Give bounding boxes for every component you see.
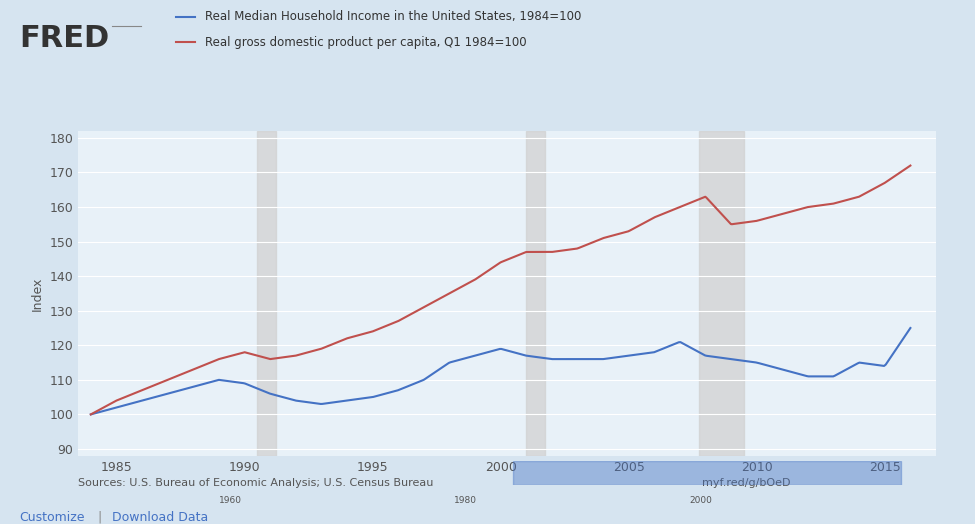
Text: Download Data: Download Data [112,511,209,523]
Text: myf.red/g/bOeD: myf.red/g/bOeD [702,478,791,488]
Bar [526,131,545,456]
Y-axis label: Index: Index [30,276,44,311]
Text: Real gross domestic product per capita, Q1 1984=100: Real gross domestic product per capita, … [205,36,526,49]
Bar [257,131,277,456]
Bar [513,461,901,485]
Text: Customize: Customize [20,511,85,523]
Bar [699,131,744,456]
Text: Real Median Household Income in the United States, 1984=100: Real Median Household Income in the Unit… [205,10,581,24]
Text: 1960: 1960 [219,497,243,506]
Text: FRED: FRED [20,24,110,52]
Text: 2000: 2000 [689,497,713,506]
Text: Sources: U.S. Bureau of Economic Analysis; U.S. Census Bureau: Sources: U.S. Bureau of Economic Analysi… [78,478,433,488]
Text: |: | [98,511,101,523]
Text: 1980: 1980 [454,497,478,506]
